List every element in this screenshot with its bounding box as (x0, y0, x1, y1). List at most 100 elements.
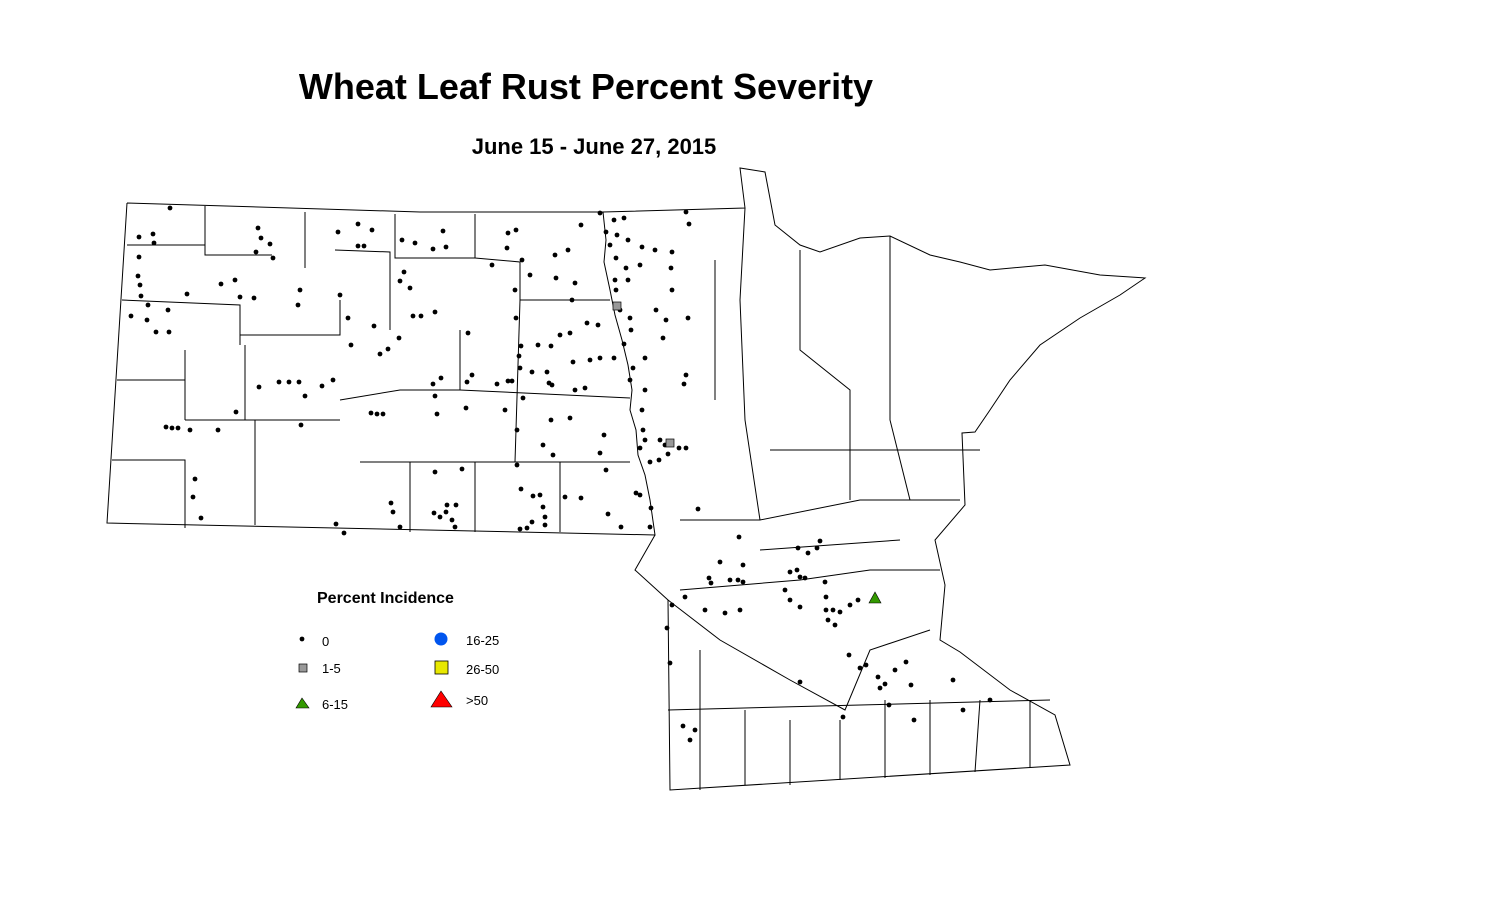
observation-point-0 (846, 652, 852, 658)
observation-point-0 (595, 322, 601, 328)
observation-point-0 (625, 237, 631, 243)
observation-point-0 (494, 381, 500, 387)
observation-point-0 (380, 411, 386, 417)
observation-point-6-15 (868, 591, 882, 604)
legend-label-gt50: >50 (466, 693, 489, 708)
observation-point-0 (410, 313, 416, 319)
observation-point-0 (431, 510, 437, 516)
observation-point-0 (735, 577, 741, 583)
county-boundary (121, 299, 241, 345)
legend-dot-icon (299, 636, 305, 642)
observation-point-0 (787, 569, 793, 575)
observation-point-0 (449, 517, 455, 523)
observation-point-0 (302, 393, 308, 399)
observation-point-0 (330, 377, 336, 383)
legend-square-icon (298, 663, 308, 673)
observation-point-0 (637, 262, 643, 268)
observation-point-0 (374, 411, 380, 417)
observation-point-0 (875, 674, 881, 680)
observation-point-0 (637, 492, 643, 498)
observation-point-0 (430, 381, 436, 387)
observation-point-0 (911, 717, 917, 723)
observation-point-0 (802, 575, 808, 581)
observation-point-0 (550, 452, 556, 458)
observation-point-0 (337, 292, 343, 298)
observation-point-0 (516, 353, 522, 359)
observation-point-0 (557, 332, 563, 338)
legend-label-0: 0 (322, 634, 330, 649)
observation-point-0 (529, 519, 535, 525)
observation-point-0 (540, 442, 546, 448)
observation-point-0 (136, 254, 142, 260)
observation-point-0 (452, 524, 458, 530)
observation-point-0 (647, 459, 653, 465)
observation-point-0 (567, 415, 573, 421)
observation-point-0 (348, 342, 354, 348)
legend-square-yellow-icon (434, 660, 449, 675)
county-boundary (759, 539, 901, 551)
observation-point-0 (440, 228, 446, 234)
observation-point-0 (722, 610, 728, 616)
observation-point-0 (562, 494, 568, 500)
observation-point-0 (582, 385, 588, 391)
observation-point-0 (509, 378, 515, 384)
observation-point-0 (255, 225, 261, 231)
observation-point-0 (665, 451, 671, 457)
legend-triangle-red-icon (430, 690, 453, 708)
observation-point-0 (443, 509, 449, 515)
observation-point-0 (371, 323, 377, 329)
observation-point-0 (520, 395, 526, 401)
observation-point-0 (830, 607, 836, 613)
observation-point-0 (540, 504, 546, 510)
observation-point-0 (570, 359, 576, 365)
observation-point-0 (795, 545, 801, 551)
observation-point-0 (297, 287, 303, 293)
observation-point-0 (517, 365, 523, 371)
observation-point-0 (377, 351, 383, 357)
observation-point-0 (542, 514, 548, 520)
observation-point-0 (505, 378, 511, 384)
observation-point-0 (797, 574, 803, 580)
observation-point-0 (950, 677, 956, 683)
observation-point-0 (548, 343, 554, 349)
observation-point-0 (552, 252, 558, 258)
legend-label-16-25: 16-25 (466, 633, 500, 648)
observation-point-0 (548, 417, 554, 423)
observation-point-0 (341, 530, 347, 536)
observation-point-0 (463, 405, 469, 411)
observation-point-0 (987, 697, 993, 703)
county-boundary (799, 250, 851, 500)
observation-point-0 (611, 355, 617, 361)
observation-point-0 (613, 255, 619, 261)
observation-point-0 (578, 495, 584, 501)
observation-point-0 (514, 427, 520, 433)
observation-point-0 (669, 249, 675, 255)
observation-point-0 (432, 469, 438, 475)
observation-point-0 (639, 244, 645, 250)
observation-point-0 (251, 295, 257, 301)
observation-point-0 (683, 372, 689, 378)
county-boundary (204, 206, 272, 256)
observation-point-0 (660, 335, 666, 341)
observation-point-0 (630, 365, 636, 371)
observation-point-0 (892, 667, 898, 673)
observation-point-0 (553, 275, 559, 281)
observation-point-0 (708, 580, 714, 586)
county-boundary (680, 499, 960, 521)
observation-point-0 (683, 209, 689, 215)
observation-point-0 (863, 662, 869, 668)
observation-point-0 (847, 602, 853, 608)
observation-point-0 (692, 727, 698, 733)
observation-point-0 (165, 307, 171, 313)
observation-point-0 (736, 534, 742, 540)
observation-point-0 (412, 240, 418, 246)
observation-point-0 (687, 737, 693, 743)
observation-point-0 (355, 243, 361, 249)
observation-point-0 (621, 215, 627, 221)
observation-point-0 (527, 272, 533, 278)
observation-point-0 (237, 294, 243, 300)
county-boundary (112, 459, 186, 528)
observation-point-0 (517, 526, 523, 532)
observation-point-0 (453, 502, 459, 508)
observation-point-0 (908, 682, 914, 688)
